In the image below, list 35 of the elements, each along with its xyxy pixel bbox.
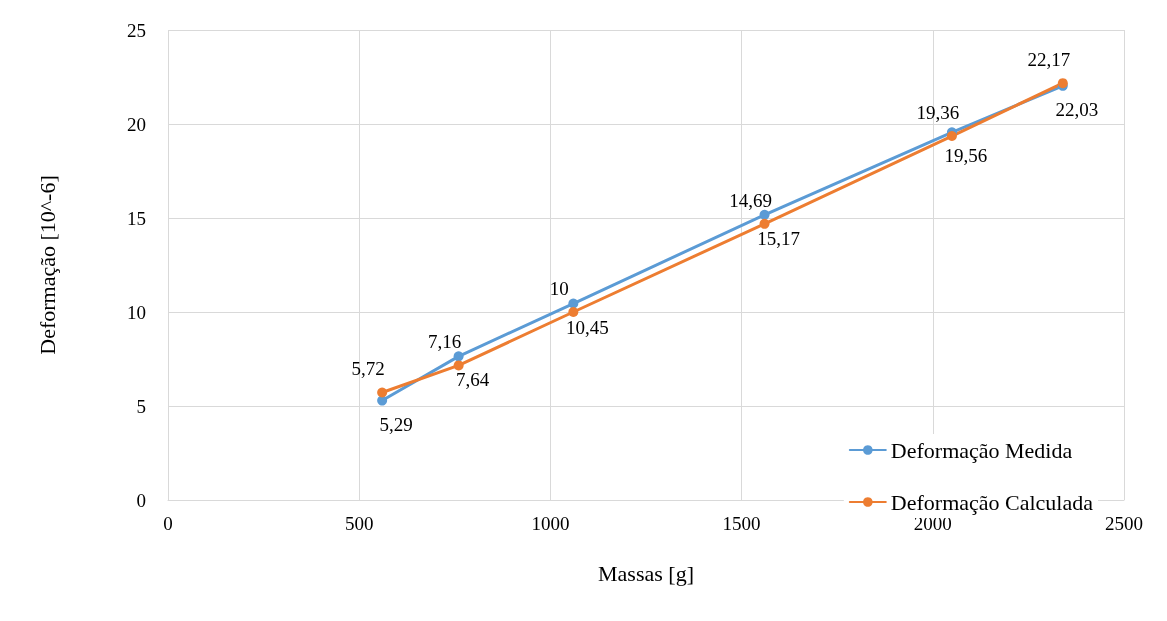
data-label: 22,17 (1027, 49, 1071, 71)
y-tick-label: 10 (127, 301, 146, 323)
legend-label: Deformação Medida (890, 437, 1073, 463)
legend-label: Deformação Calculada (890, 489, 1094, 515)
x-tick-label: 2500 (1105, 513, 1143, 534)
point (759, 218, 770, 229)
data-label: 15,17 (757, 227, 800, 249)
x-axis-title: Massas [g] (598, 560, 694, 586)
data-label: 5,29 (379, 413, 413, 435)
data-label: 7,16 (428, 331, 462, 353)
point (759, 209, 770, 220)
x-tick-label: 0 (163, 513, 173, 534)
y-tick-label: 5 (136, 395, 146, 417)
y-axis-title: Deformação [10^-6] (34, 175, 60, 355)
point (377, 395, 388, 406)
x-tick-label: 1500 (722, 513, 761, 534)
y-tick-label: 15 (127, 207, 146, 229)
data-label: 19,56 (944, 145, 988, 167)
data-label: 22,03 (1055, 98, 1099, 120)
y-tick-label: 25 (127, 19, 146, 41)
point (946, 131, 957, 142)
point (377, 387, 388, 398)
y-tick-label: 20 (127, 113, 146, 135)
x-tick-label: 1000 (531, 513, 570, 534)
x-tick-label: 500 (344, 513, 374, 534)
data-label: 7,64 (456, 369, 490, 391)
data-label: 19,36 (916, 102, 960, 124)
data-label: 10,45 (565, 316, 609, 338)
point (568, 307, 579, 317)
point (453, 360, 464, 371)
point (453, 351, 464, 362)
data-label: 5,72 (351, 358, 385, 380)
y-tick-label: 0 (136, 489, 146, 511)
data-label: 14,69 (729, 189, 772, 211)
data-label: 10 (549, 278, 569, 299)
